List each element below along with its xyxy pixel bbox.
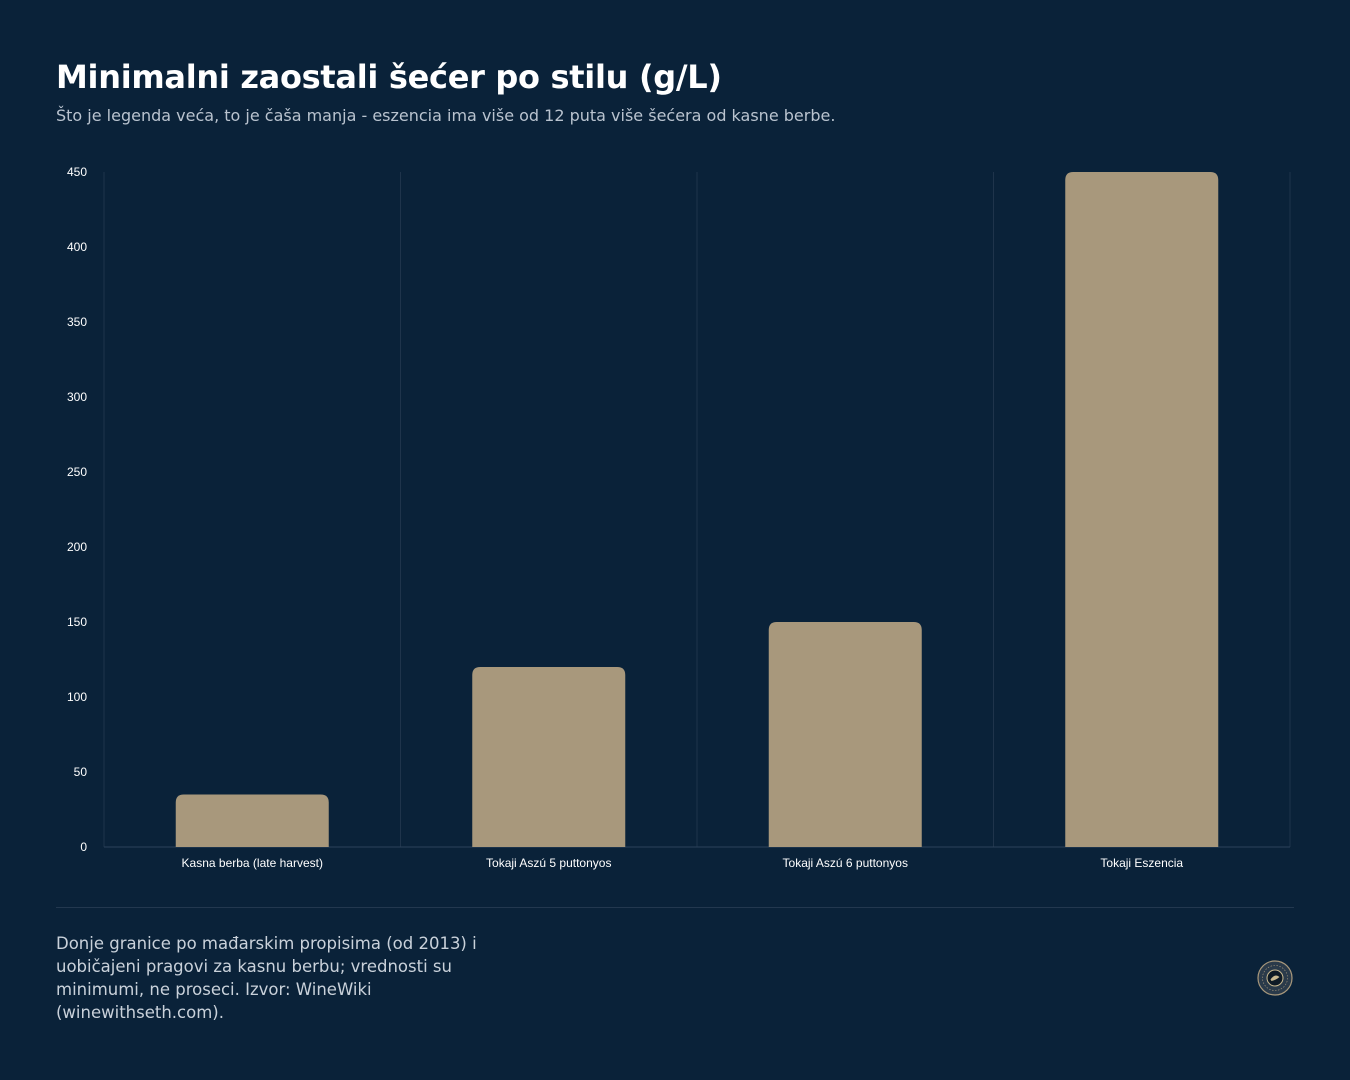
bar — [175, 794, 329, 847]
footer-divider — [56, 907, 1294, 908]
x-tick-label: Tokaji Eszencia — [1100, 856, 1183, 870]
y-tick-label: 400 — [67, 240, 87, 254]
y-tick-label: 50 — [74, 765, 88, 779]
chart-title: Minimalni zaostali šećer po stilu (g/L) — [56, 58, 722, 96]
x-tick-label: Tokaji Aszú 6 puttonyos — [783, 856, 908, 870]
x-tick-label: Tokaji Aszú 5 puttonyos — [486, 856, 611, 870]
bar-chart: 0 50 100 150 200 250 300 350 400 450 Kasna berba (… — [67, 165, 1291, 870]
y-tick-label: 150 — [67, 615, 87, 629]
y-tick-label: 200 — [67, 540, 87, 554]
y-tick-label: 250 — [67, 465, 87, 479]
y-tick-label: 350 — [67, 315, 87, 329]
bar — [472, 667, 626, 847]
x-tick-label: Kasna berba (late harvest) — [182, 856, 323, 870]
y-tick-label: 0 — [80, 840, 87, 854]
bar — [768, 622, 922, 847]
chart-subtitle: Što je legenda veća, to je čaša manja - … — [56, 106, 836, 125]
bar — [1065, 172, 1219, 847]
source-footnote: Donje granice po mađarskim propisima (od… — [56, 934, 477, 1022]
y-tick-label: 300 — [67, 390, 87, 404]
y-tick-label: 100 — [67, 690, 87, 704]
wine-seal-icon — [1257, 960, 1293, 996]
y-tick-label: 450 — [67, 165, 87, 179]
